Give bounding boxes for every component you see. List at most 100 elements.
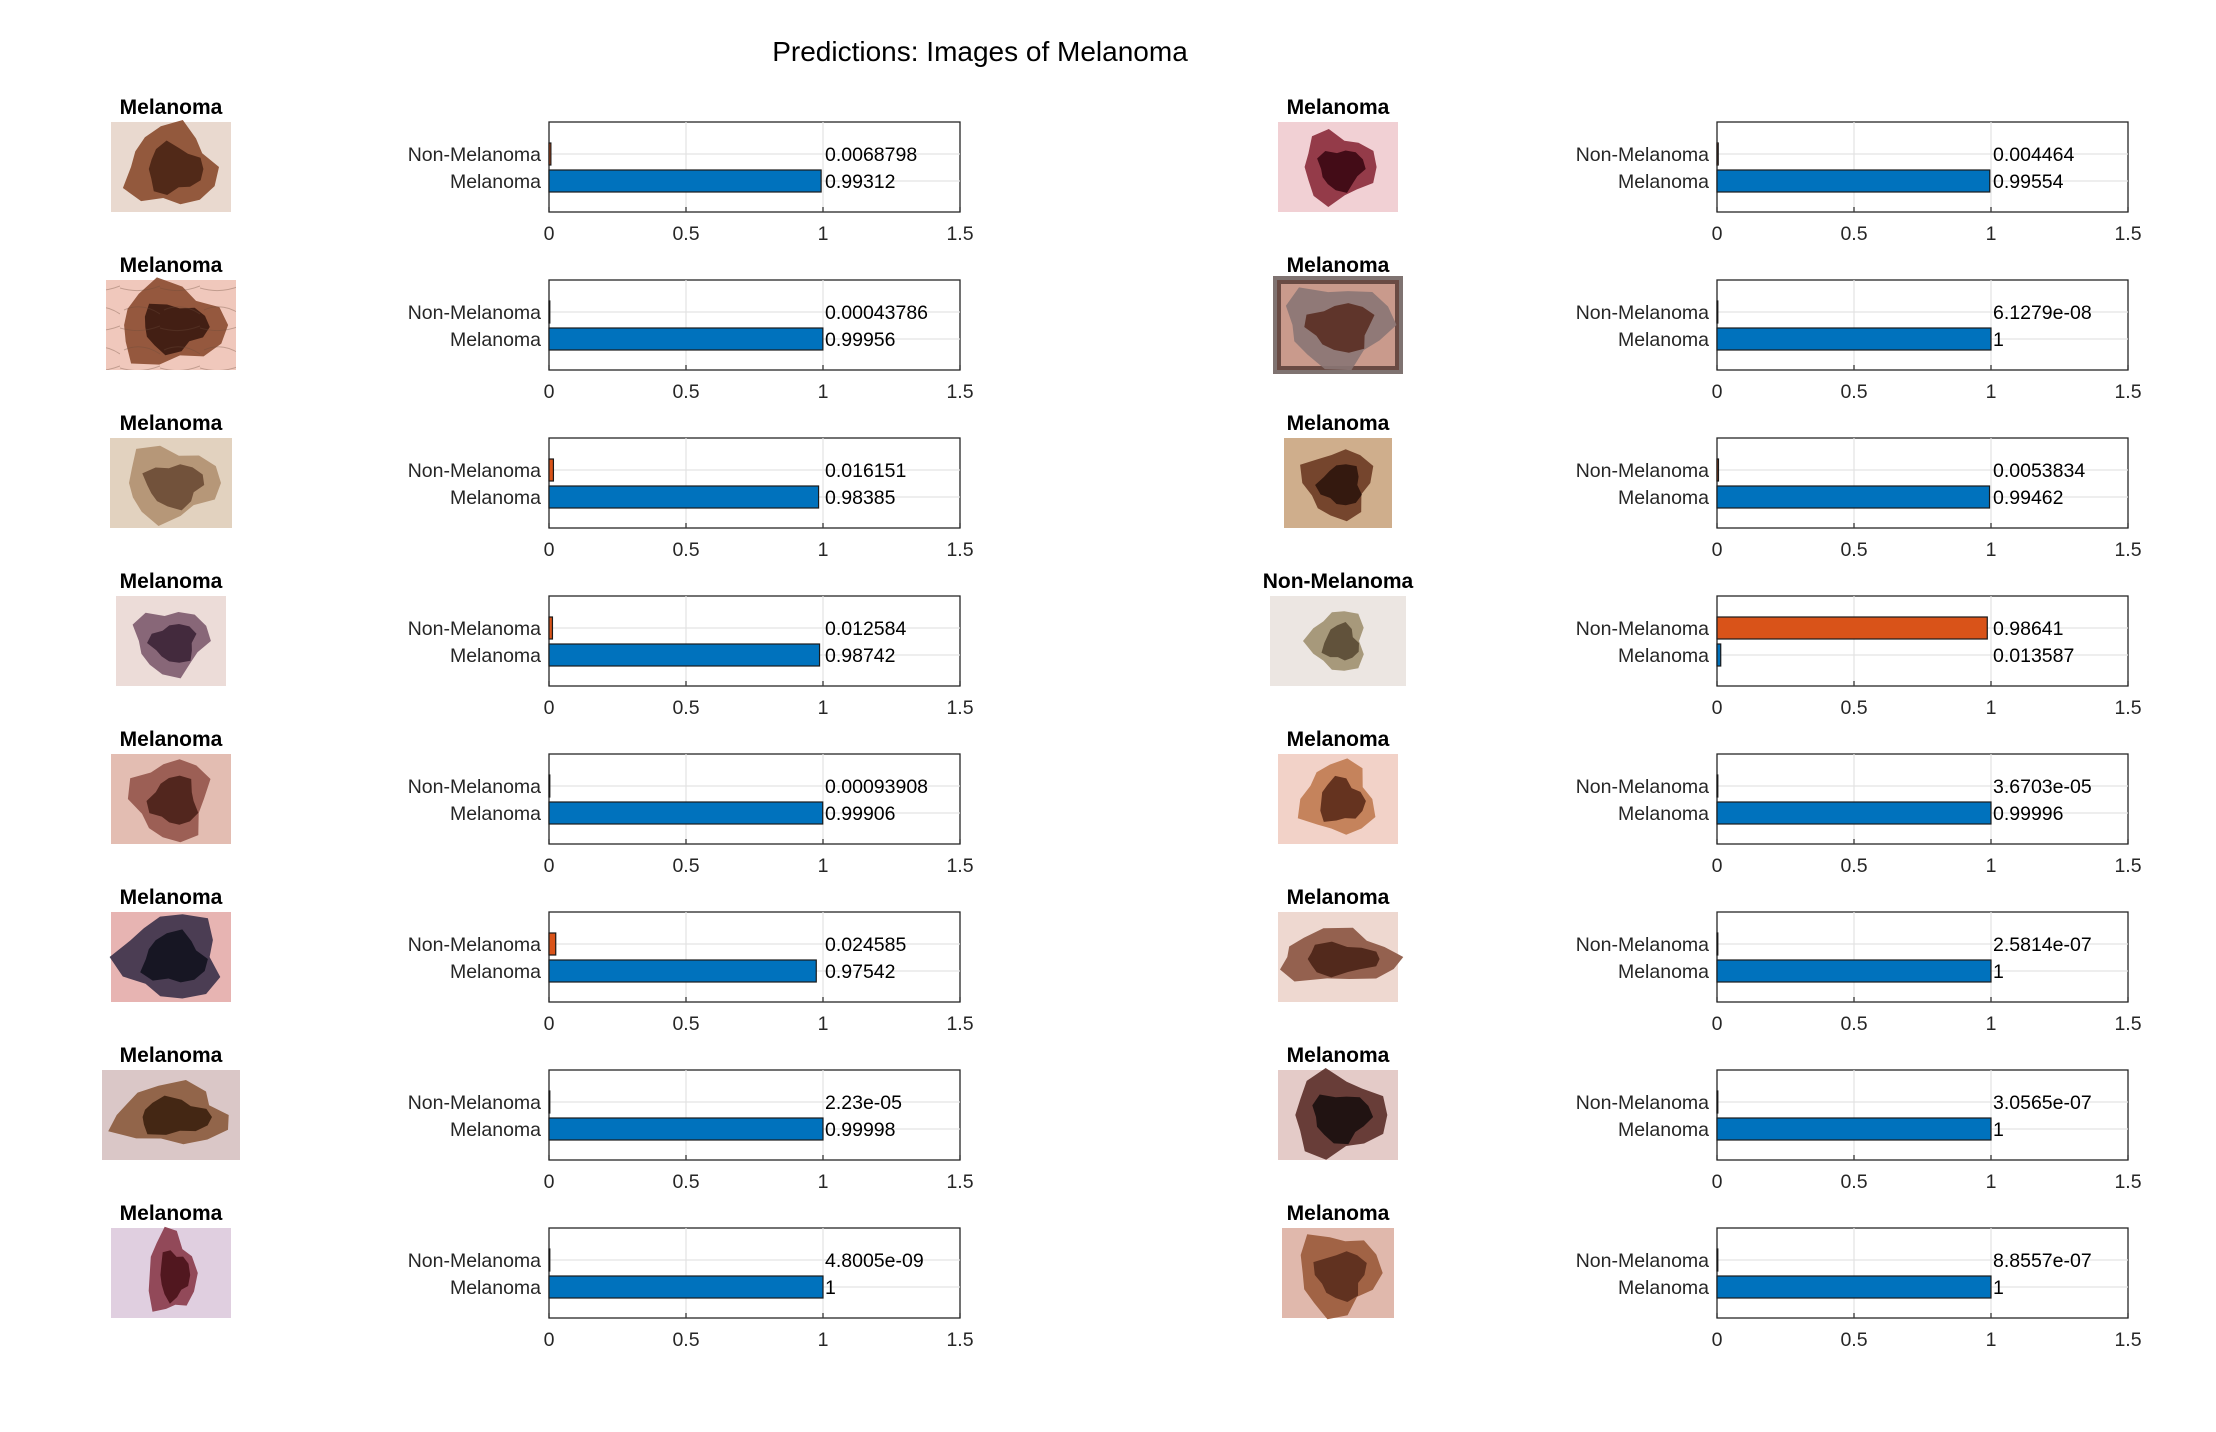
x-tick-label: 1.5 — [2114, 855, 2141, 877]
category-label: Melanoma — [450, 645, 541, 667]
prediction-panel: Melanoma 0 0.5 1 1.5 Non-Melanoma 6.1279e-08 Me… — [1273, 254, 2142, 403]
category-label: Non-Melanoma — [1576, 1250, 1709, 1272]
lesion-tan-oval-image — [110, 438, 232, 528]
bar-non-melanoma — [548, 1248, 551, 1272]
x-tick-label: 0.5 — [1840, 1329, 1867, 1351]
x-tick-label: 0.5 — [672, 697, 699, 719]
x-tick-label: 1 — [818, 1013, 829, 1035]
axes-box — [1716, 1227, 2129, 1319]
bar-axes: 0 0.5 1 1.5 Non-Melanoma 0.98641 Melanoma 0.013… — [1576, 595, 2142, 719]
data-label: 6.1279e-08 — [1993, 302, 2092, 324]
lesion-purple-irregular-image — [116, 596, 226, 686]
bar-non-melanoma — [548, 616, 554, 640]
x-tick-label: 0.5 — [1840, 539, 1867, 561]
lesion-maroon-vertical-image — [111, 1226, 231, 1318]
bar-melanoma — [548, 485, 820, 509]
x-tick-label: 1 — [1986, 381, 1997, 403]
data-label: 1 — [1993, 329, 2004, 351]
bar-melanoma — [1716, 959, 1992, 983]
category-label: Melanoma — [1618, 961, 1709, 983]
prediction-panel: Melanoma 0 0.5 1 1.5 Non-Melanoma 0.004464 Mela… — [1278, 96, 2142, 245]
data-label: 0.00043786 — [825, 302, 928, 324]
lesion-double-brown-image — [1278, 912, 1404, 1002]
x-tick-label: 1 — [1986, 1171, 1997, 1193]
x-tick-label: 0.5 — [672, 1013, 699, 1035]
category-label: Non-Melanoma — [408, 460, 541, 482]
image-title: Melanoma — [120, 570, 223, 593]
data-label: 0.012584 — [825, 618, 906, 640]
bar-melanoma — [548, 327, 824, 351]
bar-non-melanoma — [1716, 1090, 1719, 1114]
lesion-brown-round-image — [111, 120, 231, 212]
bar-axes: 0 0.5 1 1.5 Non-Melanoma 6.1279e-08 Melanoma 1 — [1576, 279, 2142, 403]
bar-axes: 0 0.5 1 1.5 Non-Melanoma 0.016151 Melanoma 0.98… — [408, 437, 974, 561]
data-label: 1 — [1993, 1277, 2004, 1299]
lesion-core — [1313, 1251, 1367, 1302]
x-tick-label: 0.5 — [1840, 855, 1867, 877]
category-label: Melanoma — [1618, 1119, 1709, 1141]
prediction-panel: Melanoma 0 0.5 1 1.5 Non-Melanoma 2.23e-05 Mela… — [102, 1044, 974, 1193]
category-label: Non-Melanoma — [1576, 618, 1709, 640]
x-tick-label: 0 — [544, 539, 555, 561]
x-tick-label: 0.5 — [672, 539, 699, 561]
data-label: 0.024585 — [825, 934, 906, 956]
bar-non-melanoma — [1716, 616, 1988, 640]
lesion-core — [148, 140, 204, 195]
prediction-panel: Melanoma 0 0.5 1 1.5 Non-Melanoma 3.6703e-05 Me… — [1278, 728, 2142, 877]
x-tick-label: 1 — [1986, 223, 1997, 245]
category-label: Melanoma — [1618, 645, 1709, 667]
x-tick-label: 1.5 — [2114, 697, 2141, 719]
x-tick-label: 1.5 — [2114, 1013, 2141, 1035]
bar-melanoma — [1716, 1117, 1992, 1141]
bar-melanoma — [548, 643, 821, 667]
lesion-orange-brown-image — [1278, 754, 1398, 844]
image-title: Melanoma — [1287, 96, 1390, 119]
x-tick-label: 0 — [1712, 381, 1723, 403]
data-label: 1 — [1993, 961, 2004, 983]
data-label: 0.013587 — [1993, 645, 2074, 667]
x-tick-label: 1 — [1986, 697, 1997, 719]
category-label: Melanoma — [450, 487, 541, 509]
x-tick-label: 0.5 — [1840, 697, 1867, 719]
lesion-core — [160, 1250, 191, 1304]
data-label: 2.5814e-07 — [1993, 934, 2092, 956]
lesion-core — [1312, 1094, 1374, 1145]
image-title: Non-Melanoma — [1263, 570, 1414, 593]
axes-box — [548, 595, 961, 687]
hair-overlay — [106, 280, 236, 370]
category-label: Melanoma — [450, 803, 541, 825]
axes-box — [548, 279, 961, 371]
data-label: 3.0565e-07 — [1993, 1092, 2092, 1114]
x-tick-label: 0.5 — [672, 1171, 699, 1193]
image-title: Melanoma — [120, 412, 223, 435]
bar-melanoma — [1716, 1275, 1992, 1299]
category-label: Non-Melanoma — [1576, 776, 1709, 798]
image-title: Melanoma — [120, 728, 223, 751]
bar-axes: 0 0.5 1 1.5 Non-Melanoma 3.6703e-05 Melanoma 0.… — [1576, 753, 2142, 877]
data-label: 1 — [1993, 1119, 2004, 1141]
lesion-black-speckled-image — [1278, 1068, 1398, 1160]
category-label: Melanoma — [1618, 329, 1709, 351]
x-tick-label: 0.5 — [672, 855, 699, 877]
x-tick-label: 1 — [818, 1171, 829, 1193]
bar-non-melanoma — [548, 458, 555, 482]
category-label: Non-Melanoma — [408, 144, 541, 166]
x-tick-label: 1.5 — [946, 539, 973, 561]
data-label: 0.0068798 — [825, 144, 917, 166]
bar-non-melanoma — [548, 1090, 551, 1114]
bar-non-melanoma — [548, 774, 551, 798]
bar-non-melanoma — [1716, 142, 1719, 166]
bar-non-melanoma — [1716, 458, 1720, 482]
category-label: Non-Melanoma — [1576, 460, 1709, 482]
bar-axes: 0 0.5 1 1.5 Non-Melanoma 0.0068798 Melanoma 0.9… — [408, 121, 974, 245]
x-tick-label: 1.5 — [2114, 381, 2141, 403]
x-tick-label: 0 — [544, 1171, 555, 1193]
data-label: 0.99554 — [1993, 171, 2064, 193]
data-label: 0.0053834 — [1993, 460, 2085, 482]
category-label: Melanoma — [450, 171, 541, 193]
x-tick-label: 1.5 — [2114, 1329, 2141, 1351]
lesion-core — [1315, 464, 1362, 506]
category-label: Melanoma — [1618, 171, 1709, 193]
lesion-core — [147, 624, 197, 663]
